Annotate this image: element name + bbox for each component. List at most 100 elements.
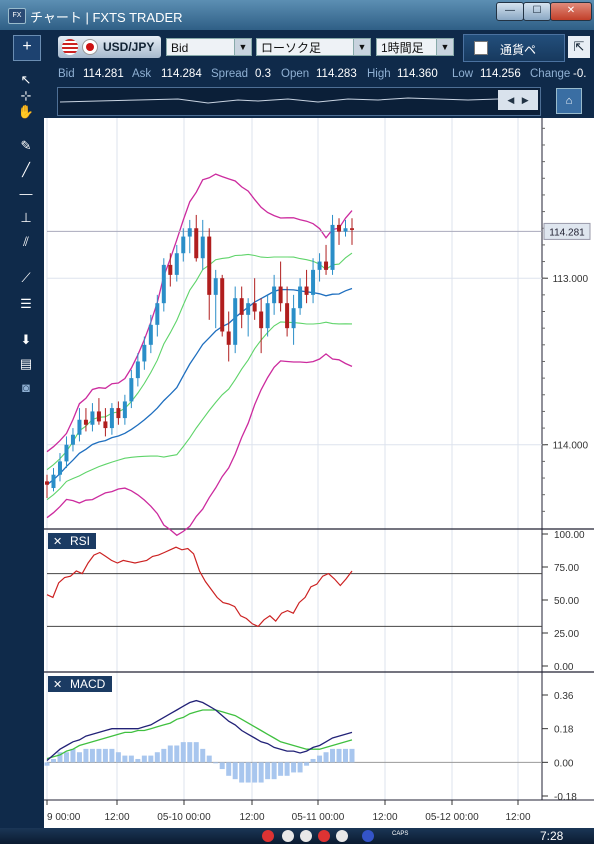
add-chart-button[interactable]: +: [13, 35, 41, 61]
macd-histogram-bar: [115, 752, 121, 763]
taskbar-app-icon[interactable]: [262, 830, 274, 842]
minimize-button[interactable]: —: [496, 2, 524, 21]
macd-histogram-bar: [161, 748, 167, 763]
macd-histogram-bar: [174, 745, 180, 763]
high-label: High: [367, 68, 391, 80]
macd-histogram-bar: [109, 748, 115, 763]
macd-tick-label: -0.18: [554, 792, 577, 803]
macd-histogram-bar: [310, 758, 316, 763]
candle-body: [116, 408, 121, 419]
currency-pair-panel-toggle[interactable]: 通貨ペ: [463, 34, 565, 62]
macd-histogram-bar: [258, 762, 264, 783]
rsi-label: [48, 533, 96, 549]
candle-body: [142, 344, 147, 362]
currency-pair-selector[interactable]: USD/JPY: [58, 36, 161, 58]
candle-body: [246, 303, 251, 315]
overview-navigator[interactable]: [57, 87, 541, 116]
macd-histogram-bar: [200, 748, 206, 763]
overview-scroll-arrows[interactable]: ◀ ▶: [498, 90, 538, 110]
taskbar-app-icon[interactable]: [300, 830, 312, 842]
chart-type-select[interactable]: ローソク足 ▼: [256, 38, 371, 56]
fibfan-icon[interactable]: ☰: [20, 296, 32, 311]
rsi-tick-label: 50.00: [554, 596, 579, 607]
macd-histogram-bar: [304, 762, 310, 766]
rsi-line: [46, 546, 353, 628]
macd-histogram-bar: [252, 762, 258, 783]
open-value: 114.283: [316, 68, 357, 80]
fib-icon[interactable]: ⟋: [21, 270, 31, 285]
x-tick-label: 05-11 00:00: [292, 812, 345, 823]
high-value: 114.360: [397, 68, 438, 80]
pencil-icon[interactable]: ✎: [20, 138, 32, 153]
macd-histogram-bar: [154, 752, 160, 763]
macd-histogram-bar: [44, 762, 50, 766]
candle-body: [70, 434, 75, 445]
y-tick-label: 114.000: [553, 441, 589, 452]
cursor-icon[interactable]: ↖: [20, 72, 32, 87]
x-tick-label: 12:00: [372, 812, 397, 823]
candle-body: [51, 474, 56, 489]
macd-line: [46, 699, 353, 761]
rsi-tick-label: 0.00: [554, 662, 574, 673]
clock: 7:28: [540, 829, 564, 843]
taskbar-app-icon[interactable]: [282, 830, 294, 842]
close-button[interactable]: ✕: [550, 2, 592, 21]
crosshair-icon[interactable]: ⊹: [20, 88, 32, 103]
chart-area[interactable]: 114.000 113.000 114.281 ✕ RSI 100.00 75.00 50.0…: [44, 118, 594, 828]
timeframe-select[interactable]: 1時間足 ▼: [376, 38, 454, 56]
list-icon[interactable]: ▤: [19, 356, 33, 371]
candle-body: [298, 286, 303, 309]
candle-body: [45, 481, 49, 485]
title-bar: FX チャート | FXTS TRADER — ☐ ✕: [0, 0, 594, 30]
candle-body: [213, 278, 218, 295]
macd-histogram-bar: [213, 762, 219, 764]
overview-sparkline: [59, 97, 538, 104]
x-tick-label: 05-10 00:00: [157, 812, 211, 823]
currency-pair-checkbox[interactable]: [474, 41, 488, 55]
macd-histogram-bar: [167, 745, 173, 763]
candle-body: [155, 303, 160, 325]
macd-histogram-bar: [96, 748, 102, 763]
rsi-tick-label: 25.00: [554, 629, 579, 640]
maximize-button[interactable]: ☐: [523, 2, 551, 21]
candle-body: [343, 228, 348, 232]
current-price-label: 114.281: [549, 227, 585, 238]
lock-icon[interactable]: ⌂: [556, 88, 582, 114]
chevron-down-icon: ▼: [234, 39, 251, 55]
candle-body: [122, 401, 127, 419]
down-arrow-icon[interactable]: ⬇: [20, 332, 32, 347]
candle-body: [135, 361, 140, 379]
low-value: 114.256: [480, 68, 521, 80]
bollinger-lower-line: [46, 353, 353, 537]
channel-icon[interactable]: ⫽: [23, 234, 29, 249]
taskbar-app-icon[interactable]: [318, 830, 330, 842]
caps-indicator: CAPS: [392, 831, 409, 837]
candle-body: [304, 286, 309, 295]
currency-pair-label: USD/JPY: [103, 40, 155, 54]
macd-histogram-bar: [70, 748, 76, 763]
hline-icon[interactable]: —: [19, 186, 33, 201]
expand-icon[interactable]: ⇱: [568, 36, 590, 58]
candle-body: [220, 278, 225, 332]
quote-strip: Bid 114.281 Ask 114.284 Spread 0.3 Open …: [0, 64, 594, 84]
macd-histogram-bar: [278, 762, 284, 776]
rsi-tag: [48, 533, 96, 549]
x-tick-label: 9 00:00: [47, 812, 81, 823]
spread-label: Spread: [211, 68, 249, 80]
candle-body: [77, 419, 82, 435]
price-side-select[interactable]: Bid ▼: [166, 38, 252, 56]
candle-body: [337, 224, 342, 232]
price-chart[interactable]: 114.000 113.000 114.281 ✕ RSI 100.00 75.00 50.0…: [44, 118, 594, 828]
taskbar-app-icon[interactable]: [336, 830, 348, 842]
help-icon[interactable]: [362, 830, 374, 842]
macd-histogram-bar: [232, 762, 238, 780]
drawing-toolbar: ↖ ⊹ ✋ ✎ ╱ — ⊥ ⫽ ⟋ ☰ ⬇ ▤ ◙: [0, 64, 44, 844]
candle-body: [265, 303, 270, 329]
candle-body: [317, 261, 322, 270]
macd-tag: [48, 676, 112, 692]
hray-icon[interactable]: ⊥: [20, 210, 32, 225]
trendline-icon[interactable]: ╱: [22, 162, 30, 177]
hand-icon[interactable]: ✋: [17, 104, 35, 119]
camera-icon[interactable]: ◙: [22, 380, 30, 395]
candle-body: [233, 298, 238, 345]
